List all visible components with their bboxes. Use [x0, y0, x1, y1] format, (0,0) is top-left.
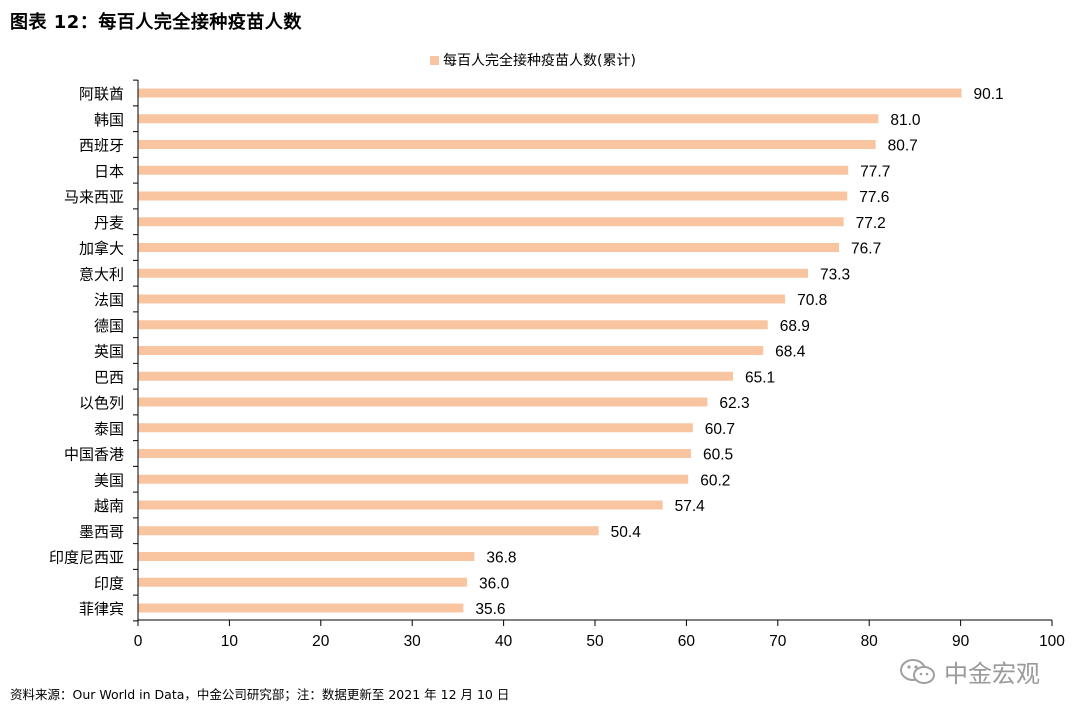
category-label: 韩国 [94, 111, 124, 129]
data-label: 35.6 [475, 601, 505, 618]
category-label: 以色列 [79, 394, 124, 412]
data-label: 77.7 [860, 163, 890, 180]
category-label: 越南 [94, 497, 124, 515]
bar [138, 397, 708, 407]
data-label: 36.0 [479, 575, 510, 592]
chart-axes: 阿联酋韩国西班牙日本马来西亚丹麦加拿大意大利法国德国英国巴西以色列泰国中国香港美… [49, 79, 1065, 650]
bar [138, 320, 768, 330]
bar [138, 165, 849, 175]
data-label: 68.9 [780, 318, 810, 335]
wechat-icon [900, 658, 935, 684]
watermark: 中金宏观 [898, 654, 1040, 689]
legend-label: 每百人完全接种疫苗人数(累计) [443, 52, 636, 69]
data-label: 60.5 [703, 447, 733, 464]
data-label: 77.2 [856, 215, 886, 232]
data-label: 77.6 [859, 189, 889, 206]
category-label: 加拿大 [79, 240, 124, 258]
data-label: 62.3 [719, 395, 749, 412]
x-tick-label: 30 [404, 633, 422, 650]
bar [138, 268, 808, 278]
bar [138, 88, 962, 98]
data-label: 90.1 [974, 86, 1004, 103]
bar [138, 552, 475, 561]
x-tick-label: 0 [134, 633, 143, 650]
data-label: 65.1 [745, 369, 775, 386]
category-label: 印度 [94, 574, 124, 592]
bar [138, 603, 464, 613]
x-tick-label: 100 [1039, 633, 1065, 650]
bar [138, 140, 876, 149]
data-label: 57.4 [675, 498, 706, 515]
x-tick-label: 70 [769, 633, 787, 650]
bar [138, 114, 879, 124]
x-tick-label: 90 [952, 633, 970, 650]
category-label: 德国 [94, 317, 124, 335]
category-label: 印度尼西亚 [49, 549, 124, 567]
bar [138, 191, 848, 201]
bar [138, 243, 840, 252]
x-tick-label: 20 [312, 633, 330, 650]
category-label: 意大利 [79, 265, 124, 283]
chart-legend: 每百人完全接种疫苗人数(累计) [430, 52, 636, 69]
category-label: 阿联酋 [79, 85, 124, 103]
source-note: 资料来源：Our World in Data，中金公司研究部；注：数据更新至 2… [10, 687, 510, 702]
bar [138, 449, 691, 458]
data-label: 68.4 [775, 344, 806, 361]
data-label: 60.7 [705, 421, 735, 438]
data-label: 81.0 [890, 112, 921, 129]
category-label: 西班牙 [79, 137, 124, 155]
bar [138, 577, 468, 587]
category-label: 日本 [94, 162, 124, 180]
data-label: 60.2 [700, 472, 730, 489]
data-label: 36.8 [486, 550, 516, 567]
category-label: 菲律宾 [79, 600, 124, 618]
category-label: 法国 [94, 291, 124, 309]
data-label: 76.7 [851, 241, 881, 258]
bar [138, 474, 689, 484]
category-label: 美国 [94, 471, 124, 489]
watermark-label: 中金宏观 [944, 660, 1040, 688]
bar [138, 526, 599, 536]
bar [138, 500, 663, 510]
data-label: 70.8 [797, 292, 827, 309]
x-tick-label: 10 [221, 633, 239, 650]
data-label: 73.3 [820, 266, 850, 283]
bar [138, 371, 734, 381]
category-label: 丹麦 [94, 214, 124, 232]
category-label: 巴西 [94, 368, 124, 386]
bar [138, 294, 786, 304]
data-label: 80.7 [888, 138, 918, 155]
bar [138, 423, 693, 433]
bar-group: 90.1 81.0 80.7 77.7 77.6 77.2 76.773.3 70.8 68.9… [138, 86, 1004, 618]
x-tick-label: 40 [495, 633, 513, 650]
x-tick-label: 80 [861, 633, 879, 650]
legend-swatch [430, 56, 439, 65]
bar [138, 346, 764, 355]
category-label: 中国香港 [64, 446, 124, 464]
figure-title: 图表 12：每百人完全接种疫苗人数 [10, 12, 302, 33]
bar [138, 217, 844, 227]
category-label: 墨西哥 [79, 523, 124, 541]
x-tick-label: 50 [586, 633, 604, 650]
x-tick-label: 60 [678, 633, 696, 650]
category-label: 英国 [94, 343, 124, 361]
category-label: 泰国 [94, 420, 124, 438]
data-label: 50.4 [611, 524, 642, 541]
category-label: 马来西亚 [64, 188, 124, 206]
